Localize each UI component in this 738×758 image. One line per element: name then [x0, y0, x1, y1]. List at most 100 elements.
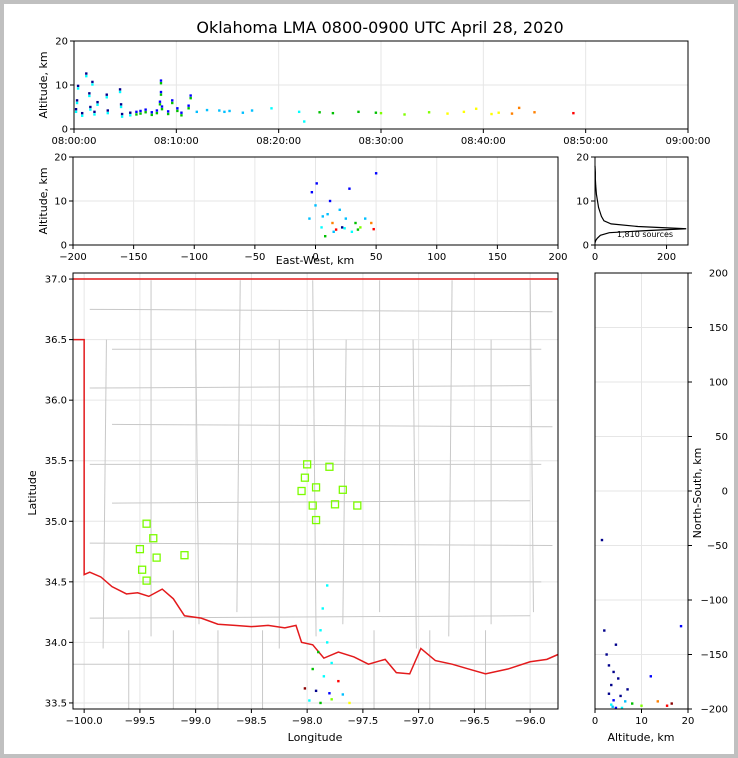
source-point	[159, 79, 163, 82]
source-point	[250, 109, 254, 112]
source-point	[166, 110, 170, 113]
north-south-ylabel: North-South, km	[691, 448, 704, 539]
time-altitude-ylabel: Altitude, km	[37, 51, 50, 118]
source-point	[166, 112, 170, 116]
source-point	[490, 112, 493, 116]
source-point	[310, 191, 314, 194]
source-point	[319, 701, 322, 705]
latitude-tick-label: 34.5	[45, 577, 67, 588]
source-point	[297, 110, 301, 114]
source-point	[343, 227, 346, 230]
lma-station-marker	[353, 501, 362, 510]
histogram-count-tick-label: 0	[592, 252, 598, 263]
source-point	[612, 670, 615, 674]
source-point	[91, 83, 94, 86]
source-point	[105, 96, 108, 99]
source-point	[135, 113, 138, 116]
source-point	[403, 113, 406, 116]
source-point	[106, 109, 109, 112]
lma-station-marker	[152, 553, 161, 562]
north-south-tick-label: 150	[709, 323, 728, 334]
altitude-tick-label: 10	[55, 81, 68, 92]
source-point	[144, 108, 147, 111]
source-point	[180, 114, 183, 117]
figure-title: Oklahoma LMA 0800-0900 UTC April 28, 202…	[196, 18, 563, 37]
source-point	[314, 204, 317, 207]
source-point	[665, 704, 669, 707]
county-boundary	[102, 339, 107, 649]
source-point	[462, 110, 466, 114]
source-point	[120, 112, 124, 116]
source-point	[106, 111, 109, 115]
north-south-tick-label: −100	[701, 596, 728, 607]
time-tick-label: 08:00:00	[52, 136, 97, 147]
county-boundary	[89, 542, 553, 546]
source-point	[474, 107, 478, 110]
lma-station-marker	[297, 486, 306, 496]
source-point	[517, 106, 521, 110]
source-point	[155, 111, 159, 115]
source-point	[80, 114, 84, 117]
source-point	[223, 110, 226, 114]
source-point	[607, 692, 611, 695]
longitude-tick-label: −97.0	[403, 716, 434, 727]
source-point	[357, 110, 360, 114]
lma-station-marker	[311, 483, 321, 492]
latitude-tick-label: 35.0	[45, 517, 67, 528]
north-south-tick-label: 0	[722, 487, 728, 498]
east-west-altitude-panel: −200 −150 −100 −50 0 50 100 150 200 0 10 20 East-We…	[37, 153, 568, 268]
longitude-tick-label: −96.0	[515, 716, 546, 727]
source-point	[303, 120, 306, 123]
source-point	[195, 110, 198, 114]
source-point	[139, 109, 142, 113]
plan-view-xlabel: Longitude	[288, 731, 343, 744]
source-point	[332, 230, 335, 233]
longitude-tick-label: −100.0	[66, 716, 103, 727]
north-south-tick-label: 50	[715, 432, 728, 443]
source-point	[344, 217, 348, 220]
source-point	[326, 584, 329, 587]
source-point	[317, 650, 320, 654]
time-tick-label: 08:40:00	[461, 136, 506, 147]
source-point	[318, 111, 321, 114]
latitude-tick-label: 33.5	[45, 698, 67, 709]
source-point	[328, 692, 331, 695]
time-tick-label: 08:30:00	[359, 136, 404, 147]
ew-altitude-tick-label: 0	[61, 241, 67, 252]
source-point	[315, 182, 318, 185]
source-point	[150, 113, 153, 117]
county-boundary	[412, 339, 417, 649]
longitude-tick-label: −99.5	[125, 716, 156, 727]
ew-tick-label: 100	[427, 252, 446, 263]
source-point	[348, 701, 351, 705]
county-boundary	[89, 385, 531, 389]
ew-altitude-tick-label: 20	[54, 153, 67, 164]
source-point	[176, 107, 179, 110]
source-point	[510, 112, 514, 115]
source-point	[605, 653, 608, 656]
source-point	[610, 683, 613, 687]
source-point	[330, 661, 333, 665]
source-point	[118, 90, 122, 94]
source-point	[614, 706, 618, 710]
lma-figure: Oklahoma LMA 0800-0900 UTC April 28, 202…	[26, 18, 728, 744]
altitude-ns-xlabel: Altitude, km	[607, 731, 674, 744]
source-point	[354, 221, 357, 225]
source-point	[364, 217, 367, 220]
time-altitude-panel: 08:00:00 08:10:00 08:20:00 08:30:00 08:40:00…	[37, 37, 710, 148]
lma-station-marker	[142, 519, 151, 528]
north-south-tick-label: −200	[701, 705, 728, 716]
source-point	[379, 111, 383, 115]
altitude-histogram-panel: 0 200 0 10 20 1,810 sources	[576, 153, 689, 263]
lma-station-marker	[302, 460, 312, 469]
lma-station-marker	[308, 501, 317, 510]
ew-altitude-tick-label: 10	[54, 197, 67, 208]
source-point	[135, 110, 138, 114]
source-point	[75, 99, 79, 102]
ew-tick-label: 150	[488, 252, 507, 263]
latitude-tick-label: 34.0	[45, 638, 67, 649]
county-boundary	[529, 280, 534, 613]
longitude-tick-label: −99.0	[180, 716, 211, 727]
source-point	[624, 700, 627, 703]
source-point	[640, 704, 643, 707]
